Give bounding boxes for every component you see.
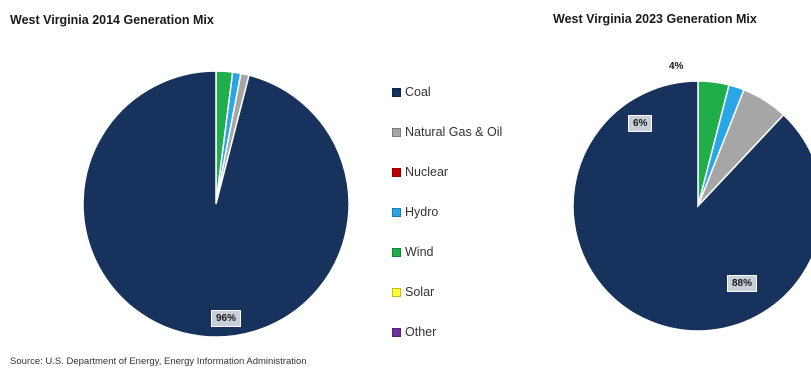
legend-label-coal: Coal bbox=[405, 85, 431, 99]
legend-item-coal: Coal bbox=[392, 72, 502, 112]
pie-2014-slice-coal bbox=[82, 70, 350, 338]
legend-swatch-nuclear bbox=[392, 167, 401, 177]
legend-label-nuclear: Nuclear bbox=[405, 165, 449, 179]
legend-item-wind: Wind bbox=[392, 232, 502, 272]
legend-swatch-hydro bbox=[392, 207, 401, 217]
pie-2023-slice-coal bbox=[572, 80, 811, 332]
legend-item-nuclear: Nuclear bbox=[392, 152, 502, 192]
legend-label-hydro: Hydro bbox=[405, 205, 439, 219]
legend-swatch-wind bbox=[392, 247, 401, 257]
data-label-2023-wind: 4% bbox=[669, 61, 684, 72]
legend-swatch-other bbox=[392, 327, 401, 337]
legend-item-solar: Solar bbox=[392, 272, 502, 312]
legend-swatch-coal bbox=[392, 87, 401, 97]
legend-swatch-solar bbox=[392, 287, 401, 297]
data-label-2023-natural-gas-oil: 6% bbox=[628, 115, 653, 132]
source-note: Source: U.S. Department of Energy, Energ… bbox=[10, 356, 307, 367]
data-label-2014-coal: 96% bbox=[211, 310, 242, 327]
chart-title-2014: West Virginia 2014 Generation Mix bbox=[10, 13, 214, 27]
legend-item-other: Other bbox=[392, 312, 502, 352]
legend-label-other: Other bbox=[405, 325, 437, 339]
legend-item-hydro: Hydro bbox=[392, 192, 502, 232]
legend: Coal Natural Gas & Oil Nuclear Hydro Win… bbox=[392, 72, 502, 352]
legend-swatch-natural-gas-oil bbox=[392, 127, 401, 137]
legend-label-wind: Wind bbox=[405, 245, 434, 259]
legend-label-natural-gas-oil: Natural Gas & Oil bbox=[405, 125, 503, 139]
legend-label-solar: Solar bbox=[405, 285, 435, 299]
data-label-2023-coal: 88% bbox=[727, 275, 758, 292]
chart-title-2023: West Virginia 2023 Generation Mix bbox=[553, 12, 757, 26]
legend-item-natural-gas-oil: Natural Gas & Oil bbox=[392, 112, 502, 152]
